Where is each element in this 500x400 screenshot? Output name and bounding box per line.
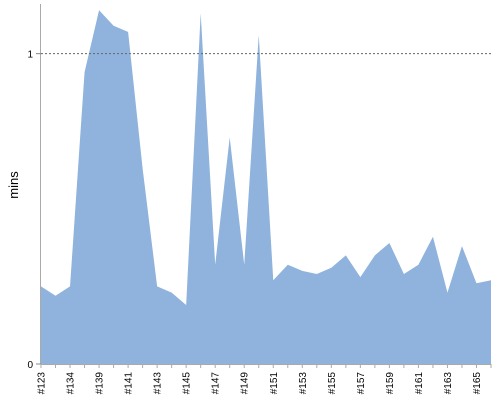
series-area (41, 10, 491, 365)
x-tick-label: #141 (124, 372, 135, 395)
x-tick-label: #147 (211, 372, 222, 395)
x-tick-label: #149 (240, 372, 251, 395)
x-tick-label: #151 (269, 372, 280, 395)
x-tick-label: #123 (37, 372, 48, 395)
x-tick-label: #161 (414, 372, 425, 395)
y-tick-label: 0 (27, 360, 33, 371)
x-tick-label: #165 (472, 372, 483, 395)
plot-area: 0 1 #123 #134 #139 #141 #143 #145 #147 #149 #151 #1… (27, 4, 492, 395)
y-axis-label: mins (6, 171, 21, 199)
x-tick-label: #155 (327, 372, 338, 395)
x-tick-label: #145 (182, 372, 193, 395)
x-tick-label: #134 (66, 372, 77, 395)
y-tick-label: 1 (27, 50, 33, 61)
x-tick-label: #139 (95, 372, 106, 395)
x-tick-label: #153 (298, 372, 309, 395)
x-tick-label: #159 (385, 372, 396, 395)
x-tick-label: #163 (443, 372, 454, 395)
x-tick-label: #157 (356, 372, 367, 395)
x-tick-label: #143 (153, 372, 164, 395)
